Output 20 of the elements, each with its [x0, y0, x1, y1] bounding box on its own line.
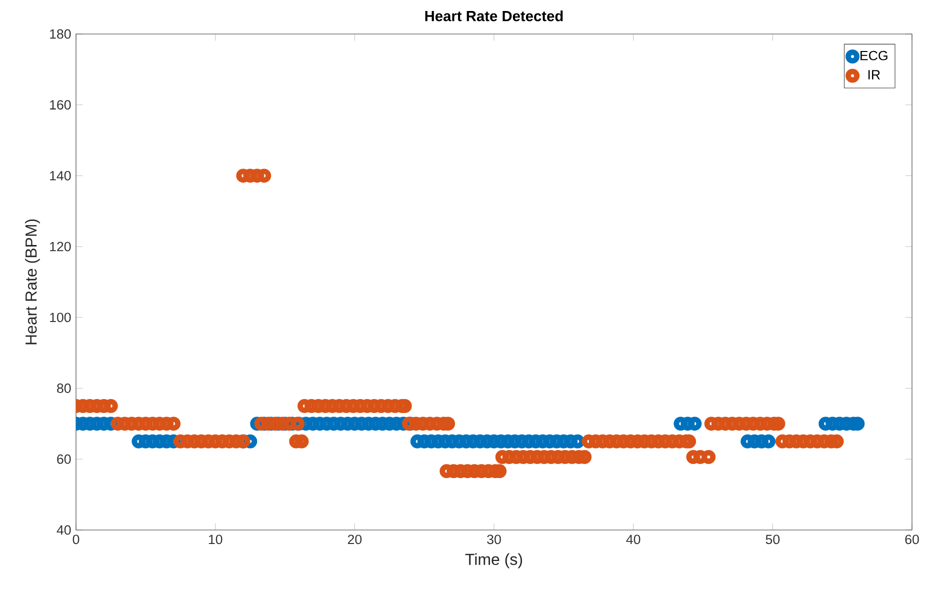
y-tick-label: 160: [50, 100, 71, 110]
y-tick-label: 80: [57, 384, 71, 393]
x-tick-label: 60: [905, 534, 919, 544]
legend-label: ECG: [860, 50, 888, 60]
x-tick-label: 0: [72, 534, 80, 544]
y-tick-label: 120: [50, 242, 71, 252]
x-tick-label: 40: [626, 534, 640, 544]
y-tick-label: 40: [56, 525, 71, 535]
y-tick-label: 60: [57, 454, 71, 464]
x-tick-label: 50: [766, 534, 780, 544]
x-tick-label: 10: [208, 534, 222, 544]
chart-title: Heart Rate Detected: [425, 10, 563, 22]
y-axis-title: Heart Rate (BPM): [25, 219, 40, 344]
y-tick-label: 100: [50, 312, 71, 322]
y-tick-label: 140: [50, 170, 71, 180]
x-tick-label: 30: [487, 534, 501, 544]
x-axis-title: Time (s): [465, 553, 522, 568]
legend-label: IR: [868, 70, 880, 80]
x-tick-label: 20: [348, 534, 362, 544]
y-tick-label: 180: [50, 29, 71, 39]
